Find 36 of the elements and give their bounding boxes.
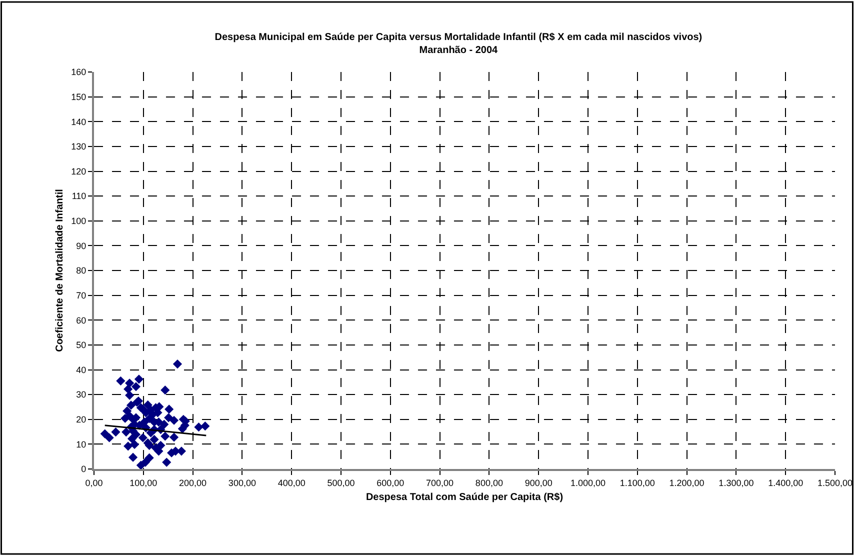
y-tick-label: 80 bbox=[76, 266, 86, 276]
x-tick-label: 800,00 bbox=[475, 478, 503, 488]
y-tick-label: 140 bbox=[71, 116, 86, 127]
x-tick-label: 1.500,00 bbox=[817, 478, 853, 488]
y-tick-label: 110 bbox=[72, 191, 86, 202]
x-tick-label: 1.000,00 bbox=[570, 478, 606, 488]
y-tick-label: 60 bbox=[76, 315, 86, 326]
x-tick-label: 700,00 bbox=[426, 478, 454, 488]
y-tick-label: 130 bbox=[71, 142, 86, 152]
y-tick-label: 50 bbox=[76, 340, 86, 350]
x-tick-label: 400,00 bbox=[278, 478, 306, 488]
x-tick-label: 1.100,00 bbox=[620, 478, 655, 488]
y-tick-label: 0 bbox=[81, 464, 86, 474]
x-tick-label: 1.400,00 bbox=[768, 478, 804, 488]
x-tick-label: 300,00 bbox=[228, 478, 256, 488]
y-tick-label: 10 bbox=[76, 439, 86, 450]
x-tick-label: 600,00 bbox=[376, 478, 404, 488]
y-tick-label: 30 bbox=[76, 390, 86, 400]
y-tick-label: 90 bbox=[76, 240, 86, 251]
x-tick-label: 200,00 bbox=[179, 478, 207, 488]
y-tick-label: 40 bbox=[76, 364, 86, 375]
x-tick-label: 0,00 bbox=[85, 478, 103, 488]
y-tick-label: 120 bbox=[71, 166, 86, 176]
chart-title: Despesa Municipal em Saúde per Capita versus Mortalidade Infantil (R$ X em cada mil nascidos vivos) Maranhão - 2004 bbox=[214, 32, 702, 56]
x-tick-label: 1.200,00 bbox=[669, 478, 704, 488]
y-tick-label: 160 bbox=[71, 67, 86, 78]
y-tick-label: 100 bbox=[71, 216, 86, 226]
y-tick-label: 150 bbox=[71, 92, 86, 102]
y-tick-label: 20 bbox=[76, 414, 86, 425]
y-tick-label: 70 bbox=[76, 290, 86, 300]
x-tick-label: 100,00 bbox=[130, 478, 158, 488]
x-tick-label: 500,00 bbox=[327, 478, 355, 488]
y-axis-title: Coeficiente de Mortalidade Infantil bbox=[54, 188, 66, 352]
x-tick-label: 1.300,00 bbox=[718, 478, 754, 488]
x-tick-label: 900,00 bbox=[524, 478, 552, 488]
x-axis-title: Despesa Total com Saúde per Capita (R$) bbox=[366, 492, 564, 503]
